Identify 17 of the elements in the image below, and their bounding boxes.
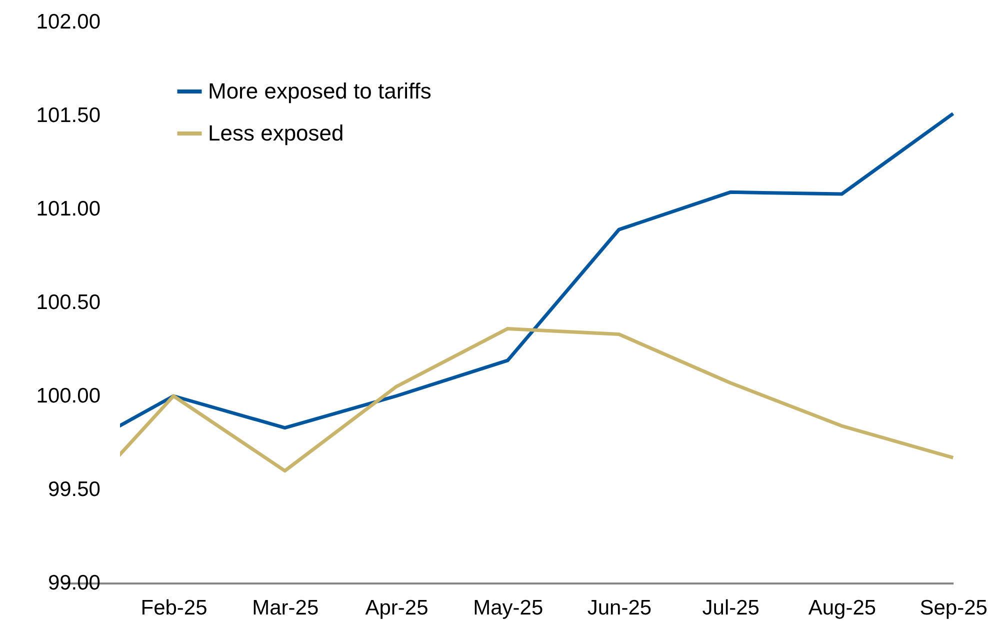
x-tick-label: Feb-25 [140,596,208,620]
x-tick-label: Sep-25 [920,596,988,620]
x-tick-label: May-25 [473,596,544,620]
legend-label: More exposed to tariffs [208,78,432,104]
y-tick-label: 102.00 [36,10,100,34]
x-tick-label: Jun-25 [587,596,652,620]
y-tick-label: 100.50 [36,291,100,314]
legend-label: Less exposed [208,120,344,146]
y-tick-label: 100.00 [36,384,100,408]
y-tick-label: 99.50 [48,478,100,501]
x-tick-label: Aug-25 [808,596,876,620]
x-tick-label: Mar-25 [252,596,319,620]
x-tick-label: Jul-25 [702,596,760,620]
y-tick-label: 99.00 [48,572,100,594]
x-tick-label: Apr-25 [365,596,428,620]
y-tick-label: 101.50 [36,104,100,127]
y-tick-label: 101.00 [36,198,100,220]
